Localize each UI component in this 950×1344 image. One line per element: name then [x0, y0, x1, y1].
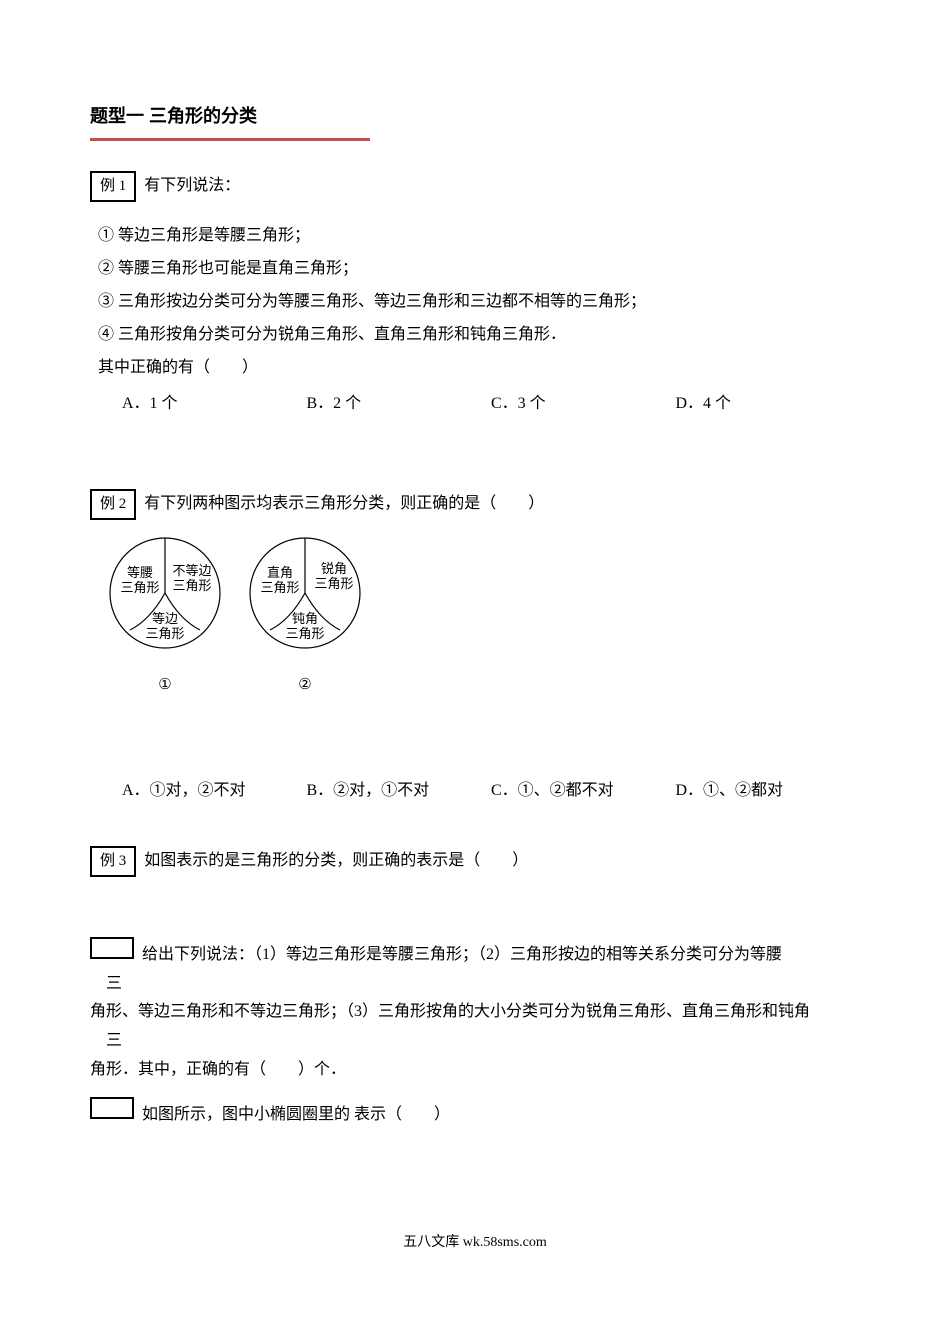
example-label-1: 例 1 [90, 171, 136, 202]
block-5-text: 如图所示，图中小椭圆圈里的 表示（ ） [142, 1106, 450, 1123]
empty-box-2 [90, 1097, 134, 1119]
svg-text:三角形: 三角形 [145, 626, 184, 641]
example-1-question: 其中正确的有（ ） [90, 354, 860, 383]
block-4-line1: 给出下列说法：（1）等边三角形是等腰三角形；（2）三角形按边的相等关系分类可分为… [142, 946, 782, 963]
svg-text:直角: 直角 [267, 565, 293, 580]
pie-1: 等腰 三角形 不等边 三角形 等边 三角形 ① [100, 535, 230, 699]
example-2-options: A．①对，②不对 B．②对，①不对 C．①、②都不对 D．①、②都对 [90, 777, 860, 806]
statement-4: ④ 三角形按角分类可分为锐角三角形、直角三角形和钝角三角形． [90, 321, 860, 350]
title-text: 题型一 三角形的分类 [90, 100, 860, 132]
statement-2: ② 等腰三角形也可能是直角三角形； [90, 255, 860, 284]
block-4-hang2: 三 [90, 1027, 860, 1056]
example-label-2: 例 2 [90, 489, 136, 520]
svg-text:锐角: 锐角 [321, 561, 347, 576]
section-title: 题型一 三角形的分类 [90, 100, 860, 141]
svg-text:钝角: 钝角 [292, 611, 318, 626]
svg-text:不等边: 不等边 [172, 563, 211, 578]
statement-1: ① 等边三角形是等腰三角形； [90, 222, 860, 251]
example-1: 例 1 有下列说法： ① 等边三角形是等腰三角形； ② 等腰三角形也可能是直角三… [90, 171, 860, 419]
svg-text:三角形: 三角形 [260, 580, 299, 595]
option-b: B．2 个 [307, 390, 492, 419]
example-2: 例 2 有下列两种图示均表示三角形分类，则正确的是（ ） 等腰 三角形 不等边 … [90, 459, 860, 806]
block-4-line3: 角形．其中，正确的有（ ）个． [90, 1056, 860, 1085]
option-d: D．4 个 [676, 390, 861, 419]
svg-text:三角形: 三角形 [120, 580, 159, 595]
example-3-text: 如图表示的是三角形的分类，则正确的表示是（ ） [144, 852, 528, 869]
example-2-intro: 有下列两种图示均表示三角形分类，则正确的是（ ） [144, 495, 544, 512]
block-4-line2: 角形、等边三角形和不等边三角形；（3）三角形按角的大小分类可分为锐角三角形、直角… [90, 998, 860, 1027]
svg-text:三角形: 三角形 [314, 576, 353, 591]
option-2b: B．②对，①不对 [307, 777, 492, 806]
pie-diagrams: 等腰 三角形 不等边 三角形 等边 三角形 ① 直角 三角形 锐角 三角形 钝角… [100, 535, 860, 699]
pie-2: 直角 三角形 锐角 三角形 钝角 三角形 ② [240, 535, 370, 699]
svg-text:三角形: 三角形 [285, 626, 324, 641]
option-2a: A．①对，②不对 [122, 777, 307, 806]
page-footer: 五八文库 wk.58sms.com [90, 1230, 860, 1255]
example-1-options: A．1 个 B．2 个 C．3 个 D．4 个 [90, 390, 860, 419]
block-5: 如图所示，图中小椭圆圈里的 表示（ ） [90, 1097, 860, 1130]
pie-1-label: ① [100, 672, 230, 699]
svg-text:等腰: 等腰 [127, 565, 153, 580]
option-c: C．3 个 [491, 390, 676, 419]
option-2d: D．①、②都对 [676, 777, 861, 806]
block-4-hang1: 三 [90, 970, 860, 999]
option-a: A．1 个 [122, 390, 307, 419]
statement-3: ③ 三角形按边分类可分为等腰三角形、等边三角形和三边都不相等的三角形； [90, 288, 860, 317]
example-label-3: 例 3 [90, 846, 136, 877]
svg-text:等边: 等边 [152, 611, 178, 626]
empty-box-1 [90, 937, 134, 959]
title-underline [90, 138, 370, 141]
block-4: 给出下列说法：（1）等边三角形是等腰三角形；（2）三角形按边的相等关系分类可分为… [90, 937, 860, 1085]
option-2c: C．①、②都不对 [491, 777, 676, 806]
example-1-intro: 有下列说法： [144, 177, 240, 194]
pie-2-label: ② [240, 672, 370, 699]
svg-text:三角形: 三角形 [172, 578, 211, 593]
example-3: 例 3 如图表示的是三角形的分类，则正确的表示是（ ） [90, 846, 860, 877]
